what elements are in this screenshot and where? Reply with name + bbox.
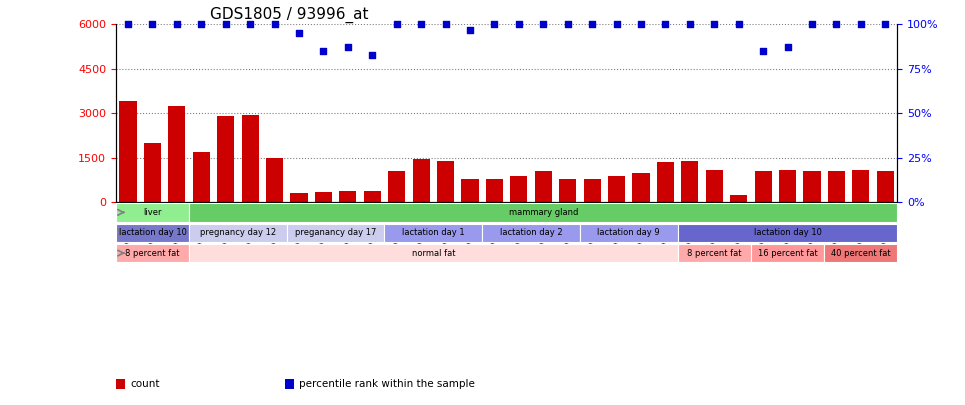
Point bbox=[756, 48, 771, 54]
FancyBboxPatch shape bbox=[677, 224, 897, 242]
Bar bbox=[285, 379, 294, 389]
Point bbox=[706, 21, 722, 28]
Bar bbox=[779, 170, 796, 202]
Text: liver: liver bbox=[143, 208, 162, 217]
Point bbox=[877, 21, 893, 28]
Text: count: count bbox=[130, 379, 160, 389]
Text: 40 percent fat: 40 percent fat bbox=[831, 249, 891, 258]
Bar bbox=[535, 171, 552, 202]
Bar bbox=[804, 171, 820, 202]
Point bbox=[658, 21, 674, 28]
Point bbox=[169, 21, 184, 28]
Bar bbox=[681, 161, 699, 202]
Text: normal fat: normal fat bbox=[412, 249, 455, 258]
Bar bbox=[116, 379, 125, 389]
Bar bbox=[315, 192, 332, 202]
FancyBboxPatch shape bbox=[116, 244, 189, 262]
Point bbox=[218, 21, 234, 28]
Point bbox=[365, 51, 380, 58]
FancyBboxPatch shape bbox=[580, 224, 677, 242]
Bar bbox=[584, 179, 600, 202]
Point bbox=[242, 21, 258, 28]
Bar bbox=[608, 175, 625, 202]
Text: mammary gland: mammary gland bbox=[509, 208, 578, 217]
Text: percentile rank within the sample: percentile rank within the sample bbox=[299, 379, 475, 389]
Point bbox=[486, 21, 502, 28]
Bar bbox=[485, 179, 503, 202]
Point bbox=[804, 21, 819, 28]
Bar bbox=[144, 143, 161, 202]
Bar bbox=[705, 170, 723, 202]
Text: 8 percent fat: 8 percent fat bbox=[687, 249, 741, 258]
Bar bbox=[120, 101, 137, 202]
Bar bbox=[193, 152, 209, 202]
Point bbox=[413, 21, 428, 28]
Bar bbox=[388, 171, 405, 202]
FancyBboxPatch shape bbox=[189, 244, 677, 262]
Point bbox=[853, 21, 869, 28]
Point bbox=[511, 21, 527, 28]
FancyBboxPatch shape bbox=[824, 244, 897, 262]
Bar bbox=[413, 159, 429, 202]
Bar bbox=[828, 171, 845, 202]
Point bbox=[633, 21, 648, 28]
Point bbox=[780, 44, 795, 51]
Bar bbox=[241, 115, 259, 202]
Bar bbox=[876, 171, 894, 202]
Text: lactation day 1: lactation day 1 bbox=[402, 228, 465, 237]
FancyBboxPatch shape bbox=[189, 224, 287, 242]
Text: lactation day 9: lactation day 9 bbox=[597, 228, 660, 237]
Text: lactation day 2: lactation day 2 bbox=[500, 228, 563, 237]
Bar bbox=[632, 173, 649, 202]
FancyBboxPatch shape bbox=[677, 244, 751, 262]
FancyBboxPatch shape bbox=[751, 244, 824, 262]
Bar bbox=[217, 116, 234, 202]
Point bbox=[536, 21, 551, 28]
Bar bbox=[731, 195, 747, 202]
FancyBboxPatch shape bbox=[116, 203, 189, 222]
Point bbox=[731, 21, 746, 28]
Bar bbox=[510, 175, 528, 202]
Bar bbox=[559, 179, 576, 202]
Bar bbox=[340, 191, 356, 202]
Text: lactation day 10: lactation day 10 bbox=[119, 228, 186, 237]
Bar bbox=[168, 106, 185, 202]
Text: preganancy day 17: preganancy day 17 bbox=[295, 228, 376, 237]
Text: pregnancy day 12: pregnancy day 12 bbox=[200, 228, 276, 237]
FancyBboxPatch shape bbox=[287, 224, 384, 242]
Point bbox=[145, 21, 160, 28]
Text: lactation day 10: lactation day 10 bbox=[754, 228, 821, 237]
Bar bbox=[852, 170, 869, 202]
Point bbox=[829, 21, 844, 28]
Text: GDS1805 / 93996_at: GDS1805 / 93996_at bbox=[209, 7, 368, 23]
Point bbox=[682, 21, 698, 28]
FancyBboxPatch shape bbox=[116, 224, 189, 242]
Bar bbox=[290, 193, 308, 202]
Point bbox=[389, 21, 404, 28]
Point bbox=[267, 21, 283, 28]
Point bbox=[585, 21, 600, 28]
Point bbox=[194, 21, 209, 28]
Point bbox=[121, 21, 136, 28]
Text: 16 percent fat: 16 percent fat bbox=[758, 249, 817, 258]
FancyBboxPatch shape bbox=[189, 203, 897, 222]
Point bbox=[316, 48, 331, 54]
FancyBboxPatch shape bbox=[384, 224, 482, 242]
Bar bbox=[437, 161, 455, 202]
Point bbox=[438, 21, 454, 28]
Point bbox=[340, 44, 355, 51]
Bar bbox=[266, 158, 283, 202]
Bar bbox=[461, 179, 479, 202]
Text: 8 percent fat: 8 percent fat bbox=[125, 249, 179, 258]
Point bbox=[291, 30, 307, 36]
Bar bbox=[657, 162, 674, 202]
Bar bbox=[755, 171, 772, 202]
Point bbox=[462, 26, 478, 33]
Point bbox=[560, 21, 575, 28]
Point bbox=[609, 21, 624, 28]
Bar bbox=[364, 191, 381, 202]
FancyBboxPatch shape bbox=[482, 224, 580, 242]
